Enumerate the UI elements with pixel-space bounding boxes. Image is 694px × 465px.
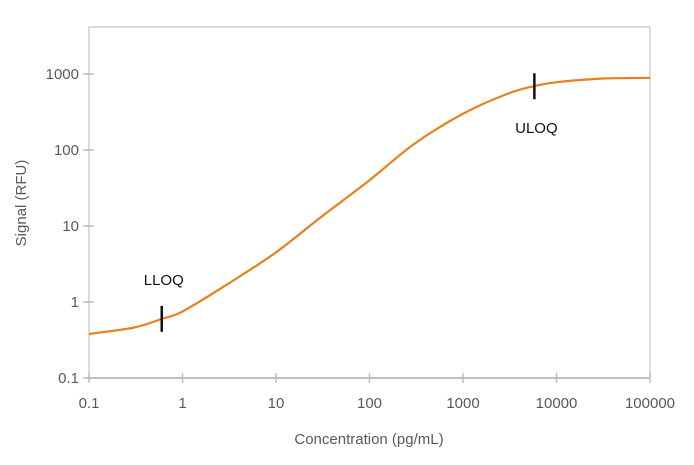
x-tick-label: 100 bbox=[357, 395, 382, 412]
x-tick-label: 100000 bbox=[625, 395, 675, 412]
y-tick-label: 1 bbox=[71, 294, 79, 311]
x-axis: 0.1 1 10 100 1000 10000 100000 bbox=[79, 373, 675, 412]
plot-border bbox=[88, 26, 651, 379]
y-tick-label: 0.1 bbox=[58, 370, 79, 387]
y-axis-label: Signal (RFU) bbox=[13, 160, 30, 247]
x-tick-label: 10 bbox=[268, 395, 285, 412]
y-tick-label: 1000 bbox=[46, 66, 79, 83]
annotation-uloq: ULOQ bbox=[515, 120, 558, 137]
x-axis-label: Concentration (pg/mL) bbox=[294, 431, 443, 448]
y-tick-label: 10 bbox=[62, 218, 79, 235]
x-tick-label: 1000 bbox=[446, 395, 479, 412]
annotation-lloq: LLOQ bbox=[144, 272, 184, 289]
x-tick-label: 1 bbox=[178, 395, 186, 412]
y-axis: 0.1 1 10 100 1000 bbox=[46, 66, 94, 387]
series-line bbox=[88, 76, 651, 336]
annotations: LLOQ ULOQ bbox=[144, 73, 558, 332]
plot-frame bbox=[88, 26, 651, 379]
x-tick-label: 0.1 bbox=[79, 395, 100, 412]
y-tick-label: 100 bbox=[54, 142, 79, 159]
x-tick-label: 10000 bbox=[536, 395, 578, 412]
